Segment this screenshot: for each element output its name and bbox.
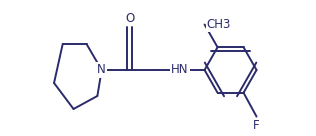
Text: CH3: CH3	[207, 18, 231, 31]
Text: O: O	[125, 12, 135, 24]
Text: F: F	[253, 119, 260, 132]
Text: N: N	[97, 64, 106, 76]
Text: HN: HN	[171, 64, 188, 76]
